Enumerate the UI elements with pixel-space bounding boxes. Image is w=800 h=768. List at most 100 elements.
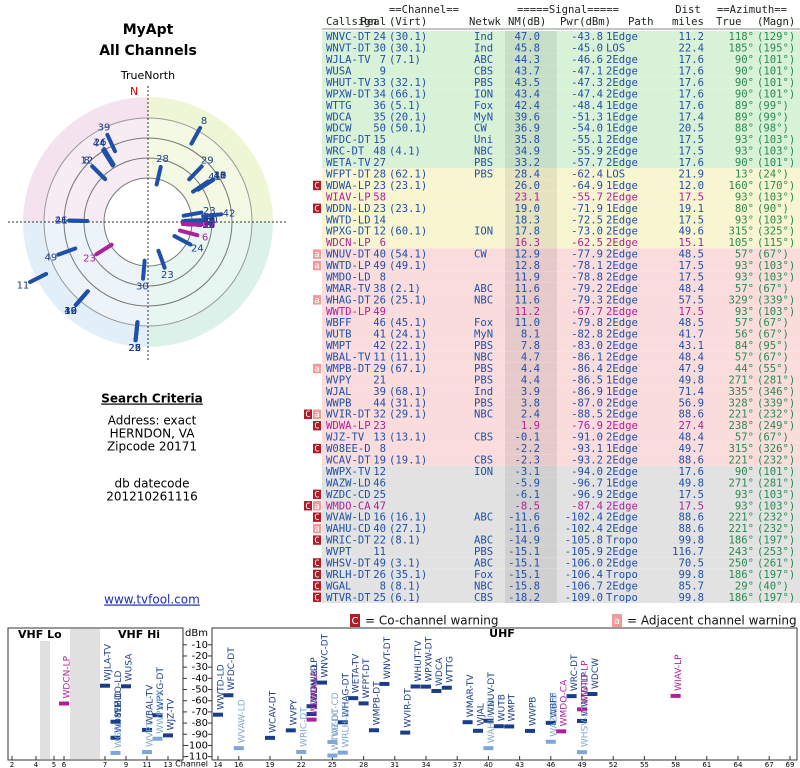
cell-magn: (95°) (757, 340, 789, 352)
station-label: 15 (203, 220, 216, 231)
cell-pwr: -93.2 (571, 455, 603, 467)
cell-true: 250° (728, 557, 754, 569)
cell-magn: (103°) (757, 489, 795, 501)
nm-cell (505, 534, 557, 546)
cell-pwr: -109.0 (565, 592, 603, 604)
cell-netwk: Fox (474, 317, 493, 329)
cell-dist: 88.6 (678, 512, 704, 524)
cell-true: 186° (728, 592, 754, 604)
cell-callsign: WUSA (326, 66, 352, 78)
cell-dist: 12.0 (678, 180, 704, 192)
cell-magn: (103°) (757, 146, 795, 158)
cell-dist: 17.5 (678, 191, 704, 203)
x-tick-label: 16 (234, 761, 243, 768)
row-band (322, 271, 800, 283)
cell-true: 13° (735, 169, 754, 181)
cell-true: 90° (735, 77, 754, 89)
nm-cell (505, 202, 557, 215)
row-band (322, 294, 800, 306)
cell-callsign: WDCW (326, 123, 352, 135)
cell-pwr: -47.3 (571, 77, 603, 89)
cell-path: 2Edge (606, 191, 638, 203)
cell-virt: (30.1) (389, 43, 427, 55)
station-label: 6 (202, 232, 208, 243)
cell-true: 118° (728, 31, 754, 43)
row-band (322, 99, 800, 112)
search-title: Search Criteria (101, 392, 202, 406)
nm-cell (505, 305, 557, 317)
cell-callsign: WZDC-CD (326, 489, 371, 501)
cell-magn: (101°) (757, 466, 795, 478)
signal-bar (545, 739, 556, 744)
cell-virt: (24.1) (389, 329, 427, 341)
station-label: 23 (161, 270, 174, 281)
cell-netwk: Fox (474, 569, 493, 581)
cell-magn: (103°) (757, 134, 795, 146)
cell-dist: 48.4 (678, 352, 704, 364)
cell-virt: (19.1) (389, 455, 427, 467)
cell-magn: (326°) (757, 443, 795, 455)
cell-real: 6 (380, 237, 386, 249)
cell-nm: -0.1 (514, 432, 540, 444)
cell-pwr: -88.5 (571, 409, 603, 421)
cell-callsign: WMDO-CA (326, 500, 371, 512)
signal-bar (421, 684, 431, 689)
station-label: 22 (128, 343, 141, 354)
warning-symbol: C (314, 513, 319, 523)
nm-cell (505, 248, 557, 260)
cell-netwk: NBC (474, 352, 493, 364)
cell-true: 57° (735, 317, 754, 329)
cell-callsign: WIAV-LP (326, 191, 371, 203)
station-mark (56, 246, 78, 257)
cell-magn: (103°) (757, 271, 795, 283)
cell-true: 93° (735, 489, 754, 501)
warning-symbol: C (314, 422, 319, 432)
cell-callsign: WDDN-LD (326, 203, 371, 215)
nm-cell (505, 111, 557, 123)
row-band (322, 374, 800, 386)
polar-plot: N 24307933343635501548272823582314126404… (8, 85, 288, 360)
cell-virt: (2.1) (389, 283, 421, 295)
cell-true: 57° (735, 249, 754, 261)
cell-dist: 17.5 (678, 306, 704, 318)
cell-true: 84° (735, 340, 754, 352)
cell-callsign: WMDO-LD (326, 271, 371, 283)
cell-virt: (68.1) (389, 386, 427, 398)
warning-symbol: C (314, 593, 319, 603)
nm-cell (505, 442, 557, 455)
cell-dist: 17.6 (678, 77, 704, 89)
cell-nm: -8.5 (514, 500, 540, 512)
cell-nm: -5.9 (514, 477, 540, 489)
signal-bar (556, 729, 567, 734)
cell-path: 2Edge (606, 397, 638, 409)
cell-virt: (49.1) (389, 260, 427, 272)
site-link[interactable]: www.tvfool.com (104, 593, 200, 607)
cell-dist: 57.5 (678, 294, 704, 306)
cell-netwk: PBS (474, 169, 493, 181)
cell-dist: 49.8 (678, 477, 704, 489)
nm-cell (505, 591, 557, 603)
cell-pwr: -43.8 (571, 31, 603, 43)
signal-bar (110, 750, 121, 755)
cell-nm: 47.0 (514, 31, 540, 43)
x-tick-label: 5 (52, 761, 56, 768)
cell-true: 93° (735, 134, 754, 146)
row-band (322, 419, 800, 432)
column-header: miles (672, 16, 704, 28)
warning-symbol: C (314, 536, 319, 546)
signal-bar (577, 718, 587, 723)
cell-pwr: -64.9 (571, 180, 603, 192)
station-label: 44 (93, 139, 106, 150)
y-tick-label: -20 (192, 651, 208, 662)
cell-nm: -14.9 (508, 535, 540, 547)
station-mark (133, 320, 140, 343)
cell-path: Tropo (606, 535, 638, 547)
nm-cell (505, 122, 557, 134)
cell-callsign: WWPB (326, 397, 352, 409)
cell-netwk: CBS (474, 455, 493, 467)
x-tick-label: 52 (609, 761, 618, 768)
cell-real: 49 (373, 260, 386, 272)
cell-real: 46 (373, 477, 386, 489)
cell-callsign: WAZW-LD (326, 477, 371, 489)
cell-pwr: -91.0 (571, 432, 603, 444)
